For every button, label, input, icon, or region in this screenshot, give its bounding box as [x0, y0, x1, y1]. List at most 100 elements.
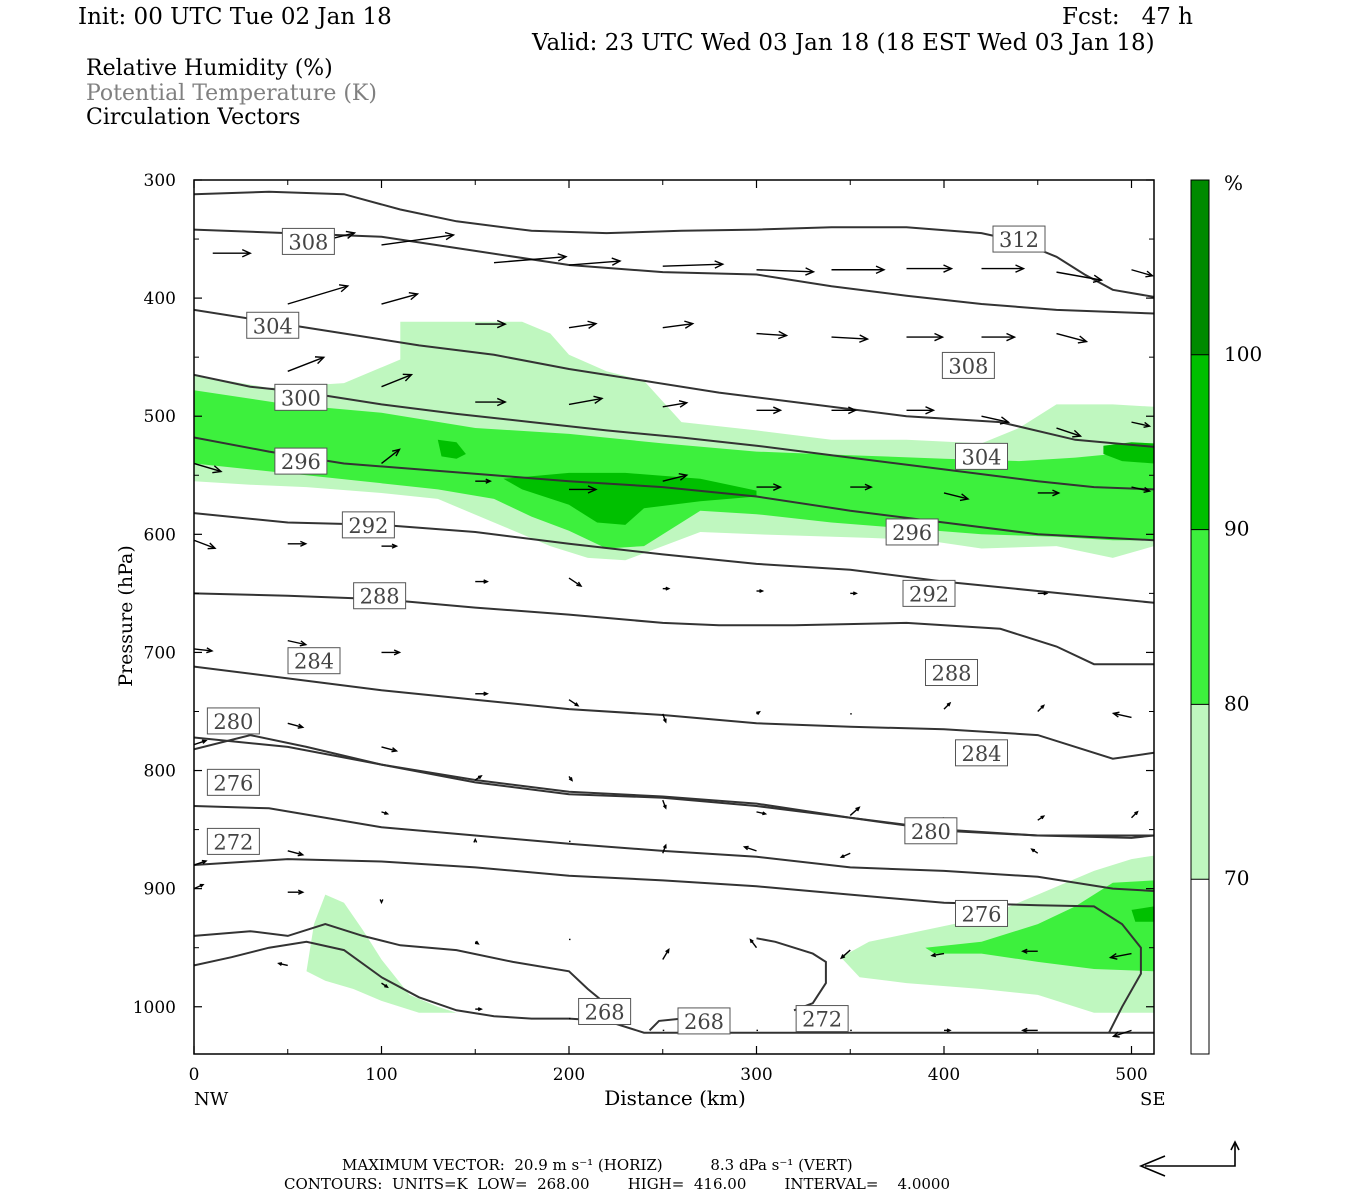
colorbar-segment — [1191, 180, 1209, 355]
y-tick-label: 500 — [144, 407, 176, 427]
circulation-vector — [981, 332, 1017, 342]
circulation-vector — [1131, 421, 1152, 429]
contour-label-box — [287, 647, 341, 675]
circulation-vector — [568, 577, 583, 587]
circulation-vector — [1030, 848, 1039, 854]
contour-label: 272 — [802, 1008, 842, 1032]
circulation-vector — [568, 320, 598, 329]
contour-label: 308 — [948, 354, 988, 378]
circulation-vector — [1037, 815, 1046, 821]
circulation-vector — [831, 334, 870, 343]
circulation-vector — [1021, 1027, 1038, 1034]
circulation-vector — [662, 843, 667, 854]
circulation-vector — [569, 485, 598, 494]
colorbar-label: 100 — [1224, 342, 1262, 366]
contour-label-box — [955, 739, 1008, 767]
circulation-vector — [1037, 591, 1049, 596]
circulation-vector — [381, 746, 399, 753]
contour-label: 280 — [911, 820, 951, 844]
theta-contour-272 — [194, 923, 626, 1018]
circulation-vector — [943, 701, 952, 710]
contour-label: 292 — [909, 582, 949, 606]
circulation-vector — [287, 850, 305, 857]
theta-contour-284 — [194, 736, 1154, 839]
contour-label: 284 — [961, 742, 1001, 766]
circulation-vector — [194, 739, 208, 746]
y-tick-label: 400 — [144, 289, 176, 309]
circulation-vector — [1131, 486, 1152, 493]
circulation-vector — [1056, 427, 1083, 438]
circulation-vector — [944, 1028, 952, 1033]
circulation-vector — [662, 473, 689, 482]
contour-label: 288 — [931, 662, 971, 686]
circulation-vector — [194, 883, 205, 890]
rh-region-90 — [1103, 442, 1154, 464]
circulation-vector — [756, 406, 783, 415]
theta-contour-276 — [194, 858, 1142, 1034]
contour-label: 280 — [213, 710, 253, 734]
circulation-vector — [662, 320, 695, 329]
circulation-vector — [1021, 948, 1038, 954]
footer-max-vector: MAXIMUM VECTOR: 20.9 m s⁻¹ (HORIZ) 8.3 d… — [342, 1156, 853, 1174]
contour-label: 304 — [253, 314, 293, 338]
circulation-vector — [1131, 810, 1139, 819]
circulation-vector — [839, 852, 851, 858]
circulation-vector — [1037, 704, 1045, 712]
circulation-vector — [277, 962, 288, 967]
circulation-vector — [475, 319, 507, 329]
circulation-vector — [475, 397, 507, 407]
contour-label-box — [677, 1007, 731, 1035]
theta-contour-312 — [194, 228, 1154, 315]
colorbar-label: 90 — [1224, 517, 1249, 541]
circulation-vector — [839, 949, 851, 960]
contour-label-box — [904, 817, 958, 845]
rh-region-90 — [1131, 906, 1154, 922]
contour-label-box — [353, 582, 407, 610]
circulation-vector — [981, 415, 1011, 425]
contour-label: 296 — [281, 450, 321, 474]
theta-contour-268 — [648, 1017, 682, 1032]
rh-region-90 — [503, 472, 757, 525]
contour-label: 296 — [892, 521, 932, 545]
circulation-vector — [381, 543, 399, 549]
reference-vector-icon — [1138, 1140, 1240, 1177]
contour-label: 300 — [281, 386, 321, 410]
forecast-hour: Fcst: 47 h — [1062, 4, 1193, 30]
circulation-vector — [1056, 271, 1104, 283]
contour-label-box — [246, 311, 300, 339]
y-axis-title: Pressure (hPa) — [115, 545, 137, 687]
circulation-vector — [742, 845, 757, 852]
circulation-vector — [287, 639, 308, 647]
circulation-vector — [981, 264, 1026, 273]
contour-label-box — [274, 383, 328, 411]
circulation-vector — [662, 948, 670, 960]
circulation-vector — [662, 586, 671, 591]
contour-label: 268 — [585, 1000, 625, 1024]
colorbar-label: 70 — [1224, 866, 1249, 890]
circulation-vector — [831, 406, 858, 415]
x-tick-label: 100 — [365, 1065, 397, 1085]
circulation-vector — [1111, 1029, 1132, 1038]
circulation-vector — [1056, 332, 1089, 344]
colorbar-label: 80 — [1224, 691, 1249, 715]
x-axis-title: Distance (km) — [604, 1086, 746, 1110]
circulation-vector — [381, 448, 401, 465]
contour-label: 308 — [288, 230, 328, 254]
init-time: Init: 00 UTC Tue 02 Jan 18 — [78, 4, 392, 30]
circulation-vector — [756, 811, 768, 816]
colorbar-segment — [1191, 529, 1209, 705]
plot-frame — [193, 179, 1155, 1055]
contour-label: 276 — [961, 902, 1001, 926]
circulation-vector — [287, 889, 305, 895]
rh-region-80 — [194, 390, 1154, 549]
circulation-vector — [756, 710, 761, 716]
circulation-vector — [287, 356, 326, 372]
colorbar-segment — [1191, 704, 1209, 880]
contour-label: 304 — [961, 445, 1001, 469]
circulation-vector — [381, 982, 389, 989]
circulation-vector — [212, 248, 252, 258]
theta-contour-288 — [194, 665, 1154, 760]
circulation-vector — [194, 859, 208, 866]
contour-label-box — [925, 659, 978, 687]
